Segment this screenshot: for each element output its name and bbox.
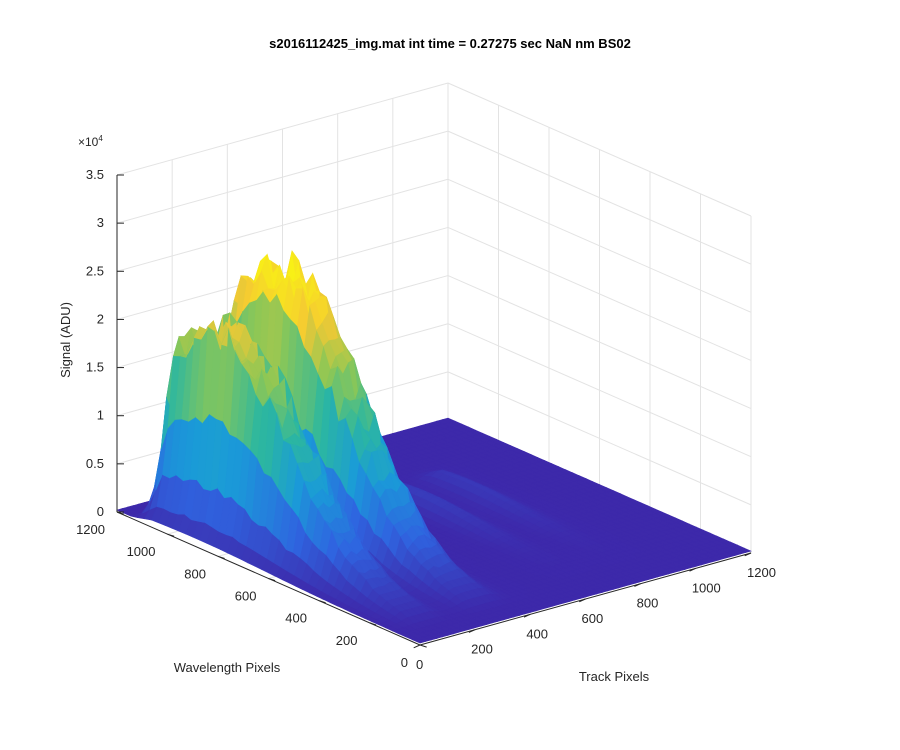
y-tick: [369, 622, 377, 626]
x-tick: [578, 598, 586, 603]
grid-line: [447, 130, 752, 265]
y-tick-label: 1200: [76, 522, 105, 537]
z-tick-label: 0: [97, 504, 104, 519]
z-axis-label: Signal (ADU): [58, 302, 73, 378]
y-tick: [217, 555, 225, 559]
y-tick: [167, 533, 175, 537]
x-tick-label: 1200: [747, 565, 776, 580]
z-tick-label: 2.5: [86, 263, 104, 278]
x-tick-label: 400: [526, 626, 548, 641]
z-tick-label: 0.5: [86, 456, 104, 471]
grid-line: [447, 178, 752, 313]
tick-marks: [116, 174, 752, 649]
z-exponent-base: ×10: [78, 135, 99, 149]
grid-line: [447, 275, 752, 410]
grid-line: [447, 371, 752, 506]
y-tick: [318, 600, 326, 604]
surface-cell: [737, 547, 752, 553]
z-tick-label: 3: [97, 215, 104, 230]
grid-line: [447, 323, 752, 458]
grid-line: [116, 130, 449, 224]
y-tick-label: 600: [235, 589, 257, 604]
y-tick: [419, 644, 427, 648]
x-tick: [413, 644, 421, 649]
z-tick-label: 1: [97, 408, 104, 423]
x-tick: [523, 613, 531, 618]
x-tick: [744, 552, 752, 557]
grid-line: [116, 178, 449, 272]
y-tick: [268, 578, 276, 582]
x-tick-label: 0: [416, 657, 423, 672]
z-tick-label: 3.5: [86, 167, 104, 182]
grid-line: [447, 82, 752, 217]
y-tick-label: 0: [401, 655, 408, 670]
z-tick-label: 1.5: [86, 360, 104, 375]
y-tick-label: 800: [184, 566, 206, 581]
x-tick-label: 800: [637, 596, 659, 611]
y-tick-label: 200: [336, 633, 358, 648]
surface-mesh: [116, 250, 752, 644]
y-tick-label: 1000: [127, 544, 156, 559]
x-tick-label: 600: [582, 611, 604, 626]
x-tick: [634, 583, 641, 587]
z-tick-label: 2: [97, 311, 104, 326]
z-exponent-label: ×104: [78, 134, 103, 149]
z-exponent-power: 4: [98, 134, 103, 143]
grid-line: [116, 82, 449, 176]
y-tick-label: 400: [285, 611, 307, 626]
x-tick-label: 1000: [692, 580, 721, 595]
x-tick: [689, 567, 697, 572]
y-axis-label: Wavelength Pixels: [174, 660, 281, 675]
x-tick: [468, 629, 476, 633]
x-tick-label: 200: [471, 642, 493, 657]
grid-line: [447, 226, 752, 361]
chart-title: s2016112425_img.mat int time = 0.27275 s…: [269, 36, 631, 51]
tick-labels: 0200400600800100012000200400600800100012…: [76, 167, 776, 672]
x-axis-label: Track Pixels: [579, 669, 650, 684]
